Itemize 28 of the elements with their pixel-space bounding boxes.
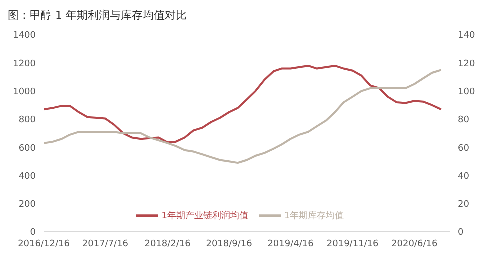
chart-title: 图：甲醇 1 年期利润与库存均值对比: [8, 8, 188, 23]
x-tick-label: 2018/9/16: [206, 239, 253, 250]
y-tick-label: 1200: [13, 59, 36, 70]
y-tick-label: 1000: [13, 87, 36, 98]
x-tick-label: 2019/4/16: [268, 239, 314, 250]
y2-tick-label: 0: [458, 228, 464, 238]
y-tick-label: 1400: [13, 31, 36, 42]
y2-tick-label: 120: [458, 59, 476, 70]
y2-tick-label: 140: [458, 31, 476, 42]
line-series: [44, 64, 442, 144]
x-tick-label: 2016/12/16: [18, 239, 70, 250]
legend-label: 1年期库存均值: [284, 211, 344, 222]
x-tick-label: 2018/2/16: [144, 239, 192, 250]
y2-tick-label: 60: [458, 144, 470, 154]
y2-tick-label: 100: [458, 87, 476, 98]
y-tick-label: 400: [18, 172, 36, 182]
y2-tick-label: 40: [458, 172, 470, 182]
x-tick-label: 2019/11/16: [326, 239, 380, 250]
y-tick-label: 200: [18, 200, 36, 210]
line-series: [44, 69, 442, 164]
x-tick-label: 2017/7/16: [82, 239, 129, 250]
y2-tick-label: 20: [458, 200, 470, 210]
y-tick-label: 800: [18, 116, 36, 126]
y-tick-label: 600: [18, 144, 36, 154]
y2-tick-label: 80: [458, 116, 470, 126]
y-tick-label: 0: [30, 228, 36, 238]
x-tick-label: 2020/6/16: [392, 239, 438, 250]
legend-label: 1年期产业链利润均值: [162, 211, 248, 222]
